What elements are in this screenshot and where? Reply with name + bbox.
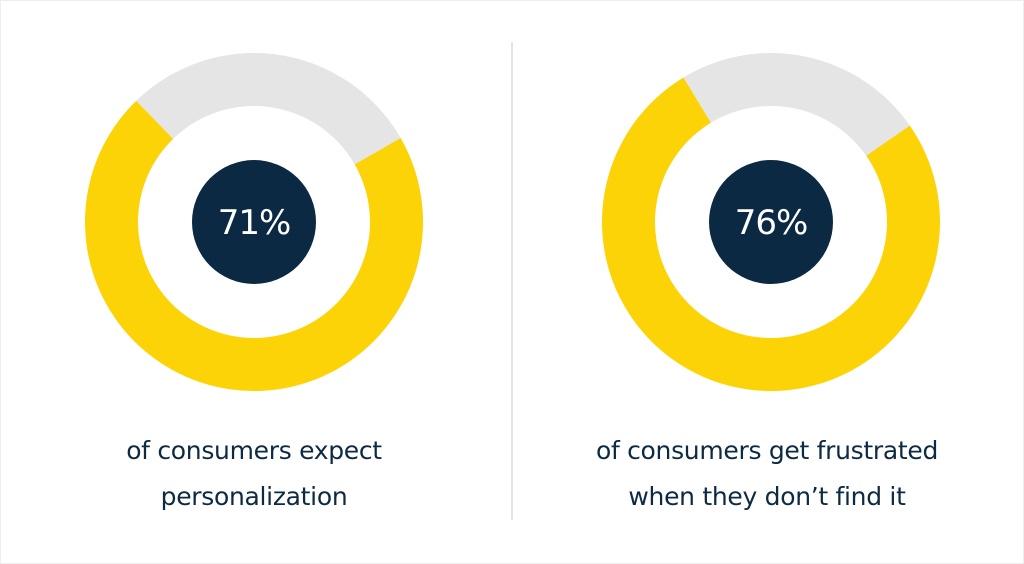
percentage-label: 76% (735, 203, 808, 243)
donut-chart-personalization: 71% (85, 52, 424, 391)
donut-segment-remainder (683, 53, 910, 156)
donut-segment-remainder (136, 52, 401, 165)
donut-segment-value (602, 77, 940, 392)
center-badge (709, 160, 833, 284)
donut-chart-frustrated: 76% (602, 53, 940, 392)
caption-line: of consumers get frustrated (595, 436, 939, 465)
caption-frustrated: of consumers get frustrated when they do… (527, 428, 1007, 520)
percentage-label: 71% (218, 203, 291, 243)
caption-line: when they don’t find it (628, 482, 906, 511)
center-badge (192, 160, 316, 284)
divider (511, 42, 513, 520)
caption-personalization: of consumers expect personalization (14, 428, 494, 520)
caption-line: personalization (160, 482, 348, 511)
caption-line: of consumers expect (126, 436, 382, 465)
donut-segment-value (85, 100, 424, 391)
